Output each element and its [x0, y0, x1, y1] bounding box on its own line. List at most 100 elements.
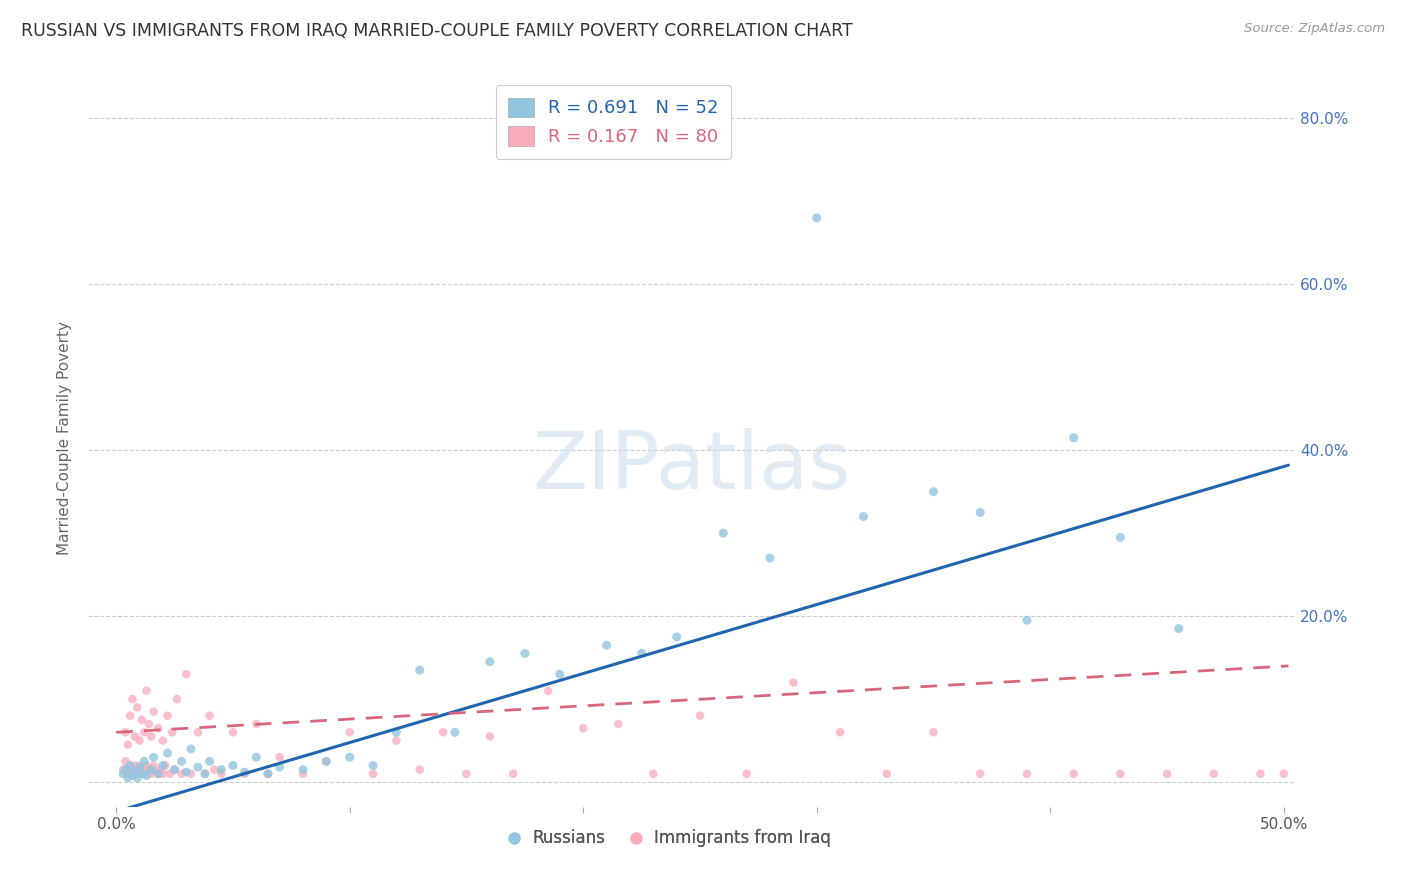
- Point: [120, 758, 142, 772]
- Point: [127, 758, 149, 772]
- Point: [202, 763, 225, 777]
- Point: [112, 763, 135, 777]
- Point: [269, 760, 291, 774]
- Point: [1063, 766, 1085, 780]
- Point: [257, 766, 280, 780]
- Point: [145, 765, 167, 780]
- Point: [120, 758, 142, 772]
- Point: [409, 663, 432, 677]
- Point: [502, 766, 524, 780]
- Point: [922, 484, 945, 499]
- Point: [114, 763, 136, 777]
- Point: [127, 771, 149, 785]
- Point: [782, 675, 804, 690]
- Point: [1109, 766, 1132, 780]
- Point: [245, 750, 267, 764]
- Point: [537, 683, 560, 698]
- Point: [361, 758, 384, 772]
- Point: [155, 758, 177, 772]
- Point: [209, 766, 232, 780]
- Point: [128, 733, 150, 747]
- Point: [548, 667, 571, 681]
- Point: [385, 725, 408, 739]
- Point: [134, 755, 156, 769]
- Point: [187, 725, 209, 739]
- Point: [134, 725, 156, 739]
- Point: [187, 760, 209, 774]
- Text: RUSSIAN VS IMMIGRANTS FROM IRAQ MARRIED-COUPLE FAMILY POVERTY CORRELATION CHART: RUSSIAN VS IMMIGRANTS FROM IRAQ MARRIED-…: [21, 22, 853, 40]
- Point: [233, 766, 256, 780]
- Point: [156, 708, 179, 723]
- Point: [233, 765, 256, 780]
- Point: [245, 717, 267, 731]
- Point: [159, 766, 181, 780]
- Point: [198, 755, 221, 769]
- Point: [339, 725, 361, 739]
- Point: [174, 765, 197, 780]
- Point: [180, 742, 202, 756]
- Point: [852, 509, 875, 524]
- Point: [170, 766, 193, 780]
- Point: [135, 768, 157, 782]
- Point: [148, 766, 170, 780]
- Point: [142, 750, 165, 764]
- Point: [595, 638, 617, 652]
- Point: [135, 683, 157, 698]
- Point: [478, 655, 501, 669]
- Legend: Russians, Immigrants from Iraq: Russians, Immigrants from Iraq: [498, 822, 838, 854]
- Point: [1272, 766, 1295, 780]
- Point: [121, 768, 143, 782]
- Point: [630, 647, 652, 661]
- Point: [643, 766, 665, 780]
- Point: [156, 746, 179, 760]
- Point: [141, 763, 163, 777]
- Point: [1249, 766, 1271, 780]
- Point: [432, 725, 454, 739]
- Text: ZIPatlas: ZIPatlas: [533, 428, 851, 507]
- Point: [1015, 766, 1038, 780]
- Point: [138, 717, 160, 731]
- Point: [830, 725, 852, 739]
- Point: [128, 760, 150, 774]
- Point: [148, 766, 170, 780]
- Point: [969, 766, 991, 780]
- Point: [124, 765, 146, 780]
- Point: [131, 763, 153, 777]
- Point: [117, 766, 139, 780]
- Point: [478, 730, 501, 744]
- Point: [160, 725, 183, 739]
- Point: [385, 733, 408, 747]
- Point: [876, 766, 898, 780]
- Point: [361, 766, 384, 780]
- Point: [163, 763, 186, 777]
- Point: [257, 766, 280, 780]
- Point: [134, 766, 156, 780]
- Point: [222, 725, 245, 739]
- Point: [922, 725, 945, 739]
- Point: [124, 730, 146, 744]
- Point: [572, 721, 595, 735]
- Point: [607, 717, 630, 731]
- Point: [131, 766, 153, 780]
- Point: [209, 763, 232, 777]
- Point: [198, 708, 221, 723]
- Point: [806, 211, 828, 225]
- Point: [315, 755, 337, 769]
- Point: [141, 766, 163, 780]
- Point: [163, 763, 186, 777]
- Text: Source: ZipAtlas.com: Source: ZipAtlas.com: [1244, 22, 1385, 36]
- Point: [409, 763, 432, 777]
- Point: [443, 725, 465, 739]
- Point: [1015, 613, 1038, 627]
- Point: [269, 750, 291, 764]
- Point: [114, 725, 136, 739]
- Point: [121, 692, 143, 706]
- Point: [291, 763, 314, 777]
- Point: [1109, 530, 1132, 544]
- Point: [1063, 431, 1085, 445]
- Point: [711, 526, 734, 541]
- Point: [112, 766, 135, 780]
- Point: [735, 766, 758, 780]
- Point: [121, 763, 143, 777]
- Point: [291, 766, 314, 780]
